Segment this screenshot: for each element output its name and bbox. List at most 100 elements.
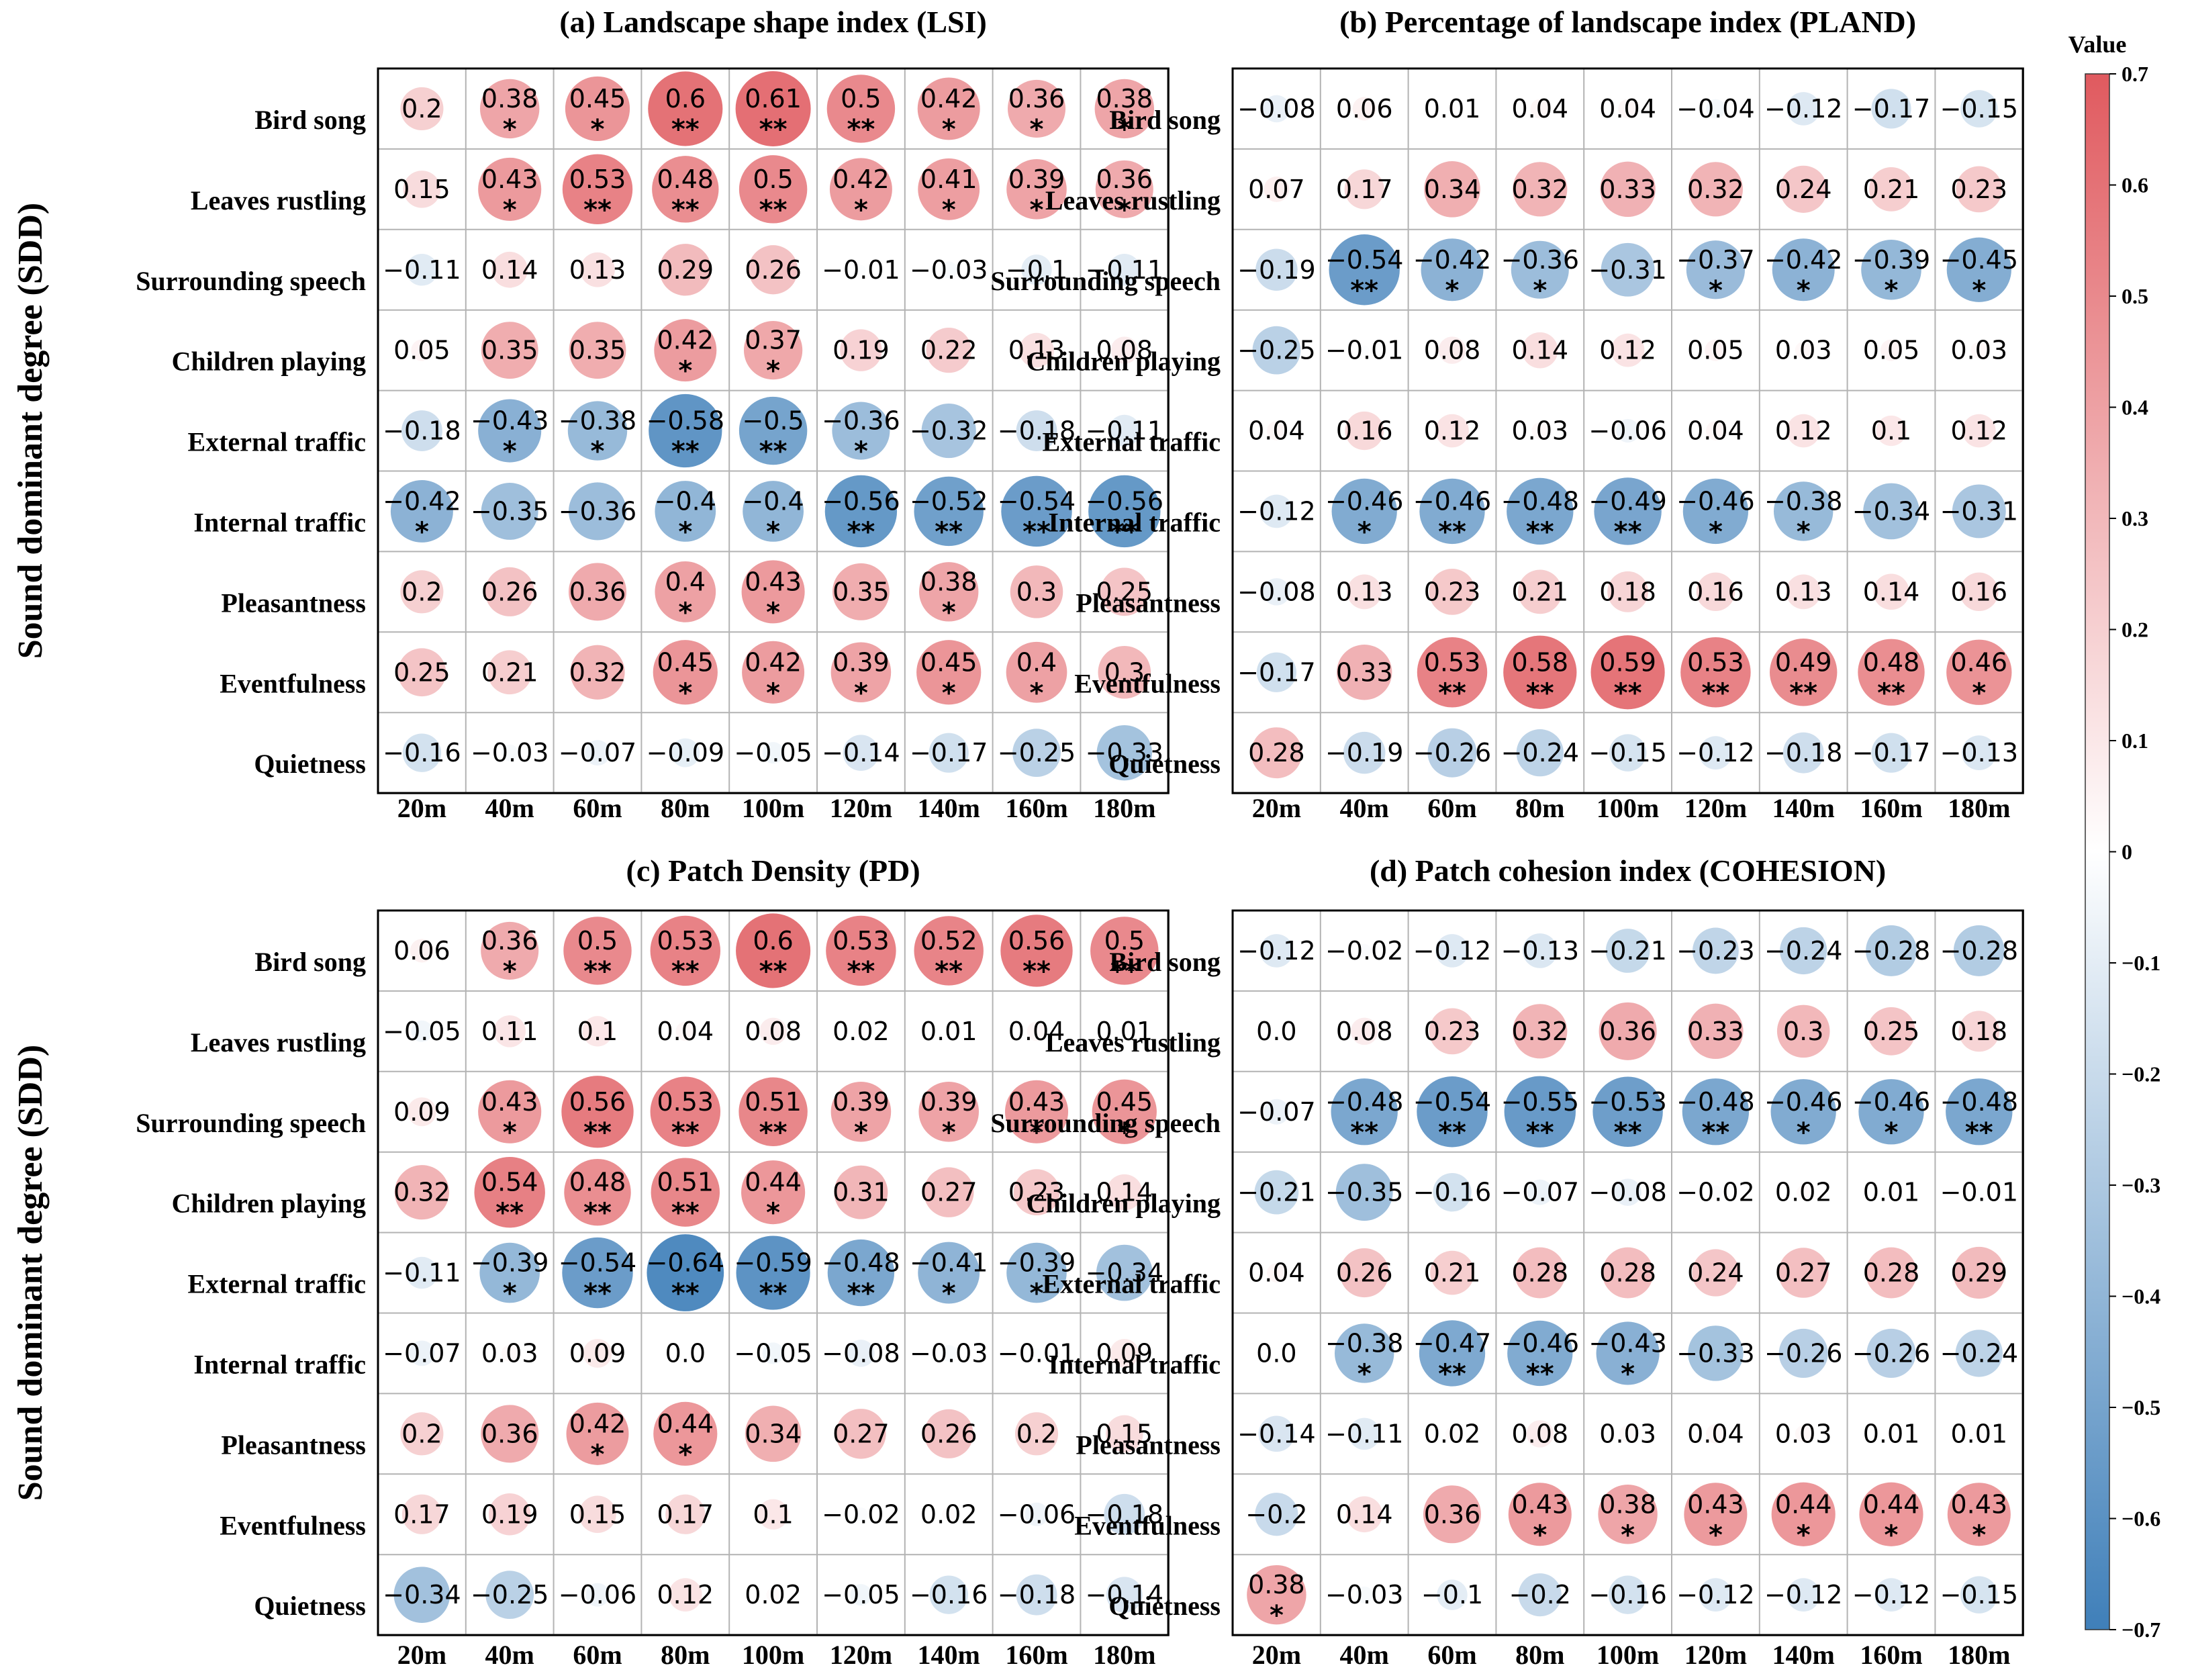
row-label: Quietness — [1108, 749, 1221, 779]
correlation-bubble — [1961, 735, 1997, 771]
correlation-bubble — [585, 1583, 610, 1607]
value-label: −0.05 — [383, 1017, 461, 1046]
value-label: −0.13 — [1940, 738, 2018, 767]
correlation-bubble — [410, 939, 434, 963]
value-label: −0.46 — [1676, 486, 1754, 516]
value-label: 0.04 — [657, 1017, 714, 1046]
value-label: 0.48 — [657, 165, 714, 194]
correlation-bubble — [1110, 1338, 1139, 1368]
value-label: −0.05 — [734, 1338, 812, 1368]
significance-marker: * — [1621, 1520, 1635, 1550]
value-label: 0.13 — [1008, 336, 1065, 365]
correlation-bubble — [1021, 254, 1052, 285]
correlation-bubble — [1350, 1017, 1378, 1045]
correlation-bubble — [856, 265, 866, 275]
value-label: 0.53 — [569, 165, 626, 194]
row-label: External traffic — [188, 1269, 366, 1299]
correlation-bubble — [487, 650, 532, 695]
value-label: −0.43 — [471, 406, 549, 436]
correlation-bubble — [1594, 477, 1662, 545]
correlation-bubble — [1254, 1170, 1299, 1215]
value-label: 0.43 — [1511, 1489, 1568, 1519]
value-label: −0.23 — [1676, 936, 1754, 966]
significance-marker: ** — [759, 114, 788, 145]
value-label: −0.32 — [910, 416, 988, 446]
correlation-bubble — [1962, 414, 1996, 448]
row-label: Pleasantness — [1076, 1430, 1221, 1460]
significance-marker: * — [678, 1439, 692, 1470]
correlation-bubble — [474, 1156, 545, 1228]
value-label: 0.01 — [1424, 94, 1481, 124]
significance-marker: ** — [1789, 678, 1817, 708]
significance-marker: ** — [1526, 1117, 1554, 1148]
value-label: 0.53 — [1424, 647, 1481, 677]
correlation-bubble — [659, 244, 712, 296]
value-label: 0.17 — [1336, 175, 1393, 204]
correlation-bubble — [1355, 1586, 1373, 1603]
row-label: Children playing — [172, 1188, 366, 1219]
correlation-bubble — [759, 1017, 787, 1045]
significance-marker: ** — [759, 436, 788, 467]
correlation-bubble — [1608, 1575, 1648, 1614]
significance-marker: * — [1972, 275, 1986, 306]
value-label: 0.43 — [1687, 1489, 1744, 1519]
correlation-bubble — [1866, 1328, 1916, 1379]
value-label: −0.01 — [1325, 336, 1403, 365]
value-label: 0.14 — [1511, 336, 1568, 365]
correlation-bubble — [1531, 422, 1549, 439]
correlation-bubble — [481, 483, 538, 540]
correlation-bubble — [1876, 415, 1907, 447]
correlation-bubble — [1429, 568, 1476, 615]
significance-marker: ** — [1110, 956, 1139, 987]
value-label: 0.3 — [1016, 577, 1057, 606]
colorbar-tick-label: −0.2 — [2122, 1062, 2160, 1086]
value-label: 0.3 — [1783, 1017, 1823, 1046]
significance-marker: * — [942, 114, 956, 145]
value-label: 0.5 — [841, 84, 881, 113]
correlation-bubble — [1782, 732, 1824, 774]
value-label: −0.35 — [1325, 1178, 1403, 1207]
correlation-bubble — [479, 79, 540, 139]
value-label: 0.12 — [1599, 336, 1656, 365]
significance-marker: * — [1533, 275, 1547, 306]
value-label: −0.25 — [471, 1580, 549, 1609]
correlation-bubble — [1960, 1576, 1998, 1614]
significance-marker: * — [766, 678, 780, 708]
correlation-bubble — [1688, 162, 1743, 217]
correlation-bubble — [1100, 567, 1149, 616]
row-label: External traffic — [1043, 427, 1221, 457]
correlation-bubble — [1787, 92, 1821, 126]
correlation-bubble — [564, 1158, 631, 1226]
significance-marker: ** — [847, 956, 875, 987]
significance-marker: * — [854, 436, 868, 467]
value-label: 0.38 — [1599, 1489, 1656, 1519]
column-label: 180m — [1093, 793, 1155, 823]
value-label: 0.08 — [1096, 336, 1153, 365]
correlation-bubble — [1513, 162, 1568, 217]
value-label: −0.12 — [1852, 1580, 1930, 1609]
value-label: −0.26 — [1852, 1338, 1930, 1368]
significance-marker: ** — [759, 956, 788, 987]
value-label: −0.12 — [1237, 936, 1315, 966]
significance-marker: ** — [935, 956, 963, 987]
row-label: Bird song — [254, 947, 366, 977]
row-label: Quietness — [254, 749, 366, 779]
correlation-bubble — [1974, 1429, 1984, 1439]
correlation-bubble — [1699, 1578, 1733, 1612]
significance-marker: * — [1885, 275, 1899, 306]
value-label: 0.36 — [1424, 1499, 1481, 1529]
value-label: 0.51 — [657, 1168, 714, 1197]
value-label: 0.18 — [1950, 1017, 2007, 1046]
significance-marker: * — [1885, 1117, 1899, 1148]
value-label: 0.28 — [1863, 1258, 1920, 1288]
correlation-bubble — [1953, 1246, 2005, 1299]
correlation-bubble — [397, 648, 446, 697]
correlation-bubble — [1435, 414, 1469, 448]
column-label: 180m — [1948, 1640, 2010, 1670]
column-label: 20m — [397, 1640, 446, 1670]
correlation-bubble — [1776, 1005, 1830, 1058]
significance-marker: * — [766, 356, 780, 387]
significance-marker: * — [1972, 678, 1986, 708]
value-label: −0.07 — [1501, 1178, 1579, 1207]
correlation-bubble — [1699, 736, 1733, 769]
